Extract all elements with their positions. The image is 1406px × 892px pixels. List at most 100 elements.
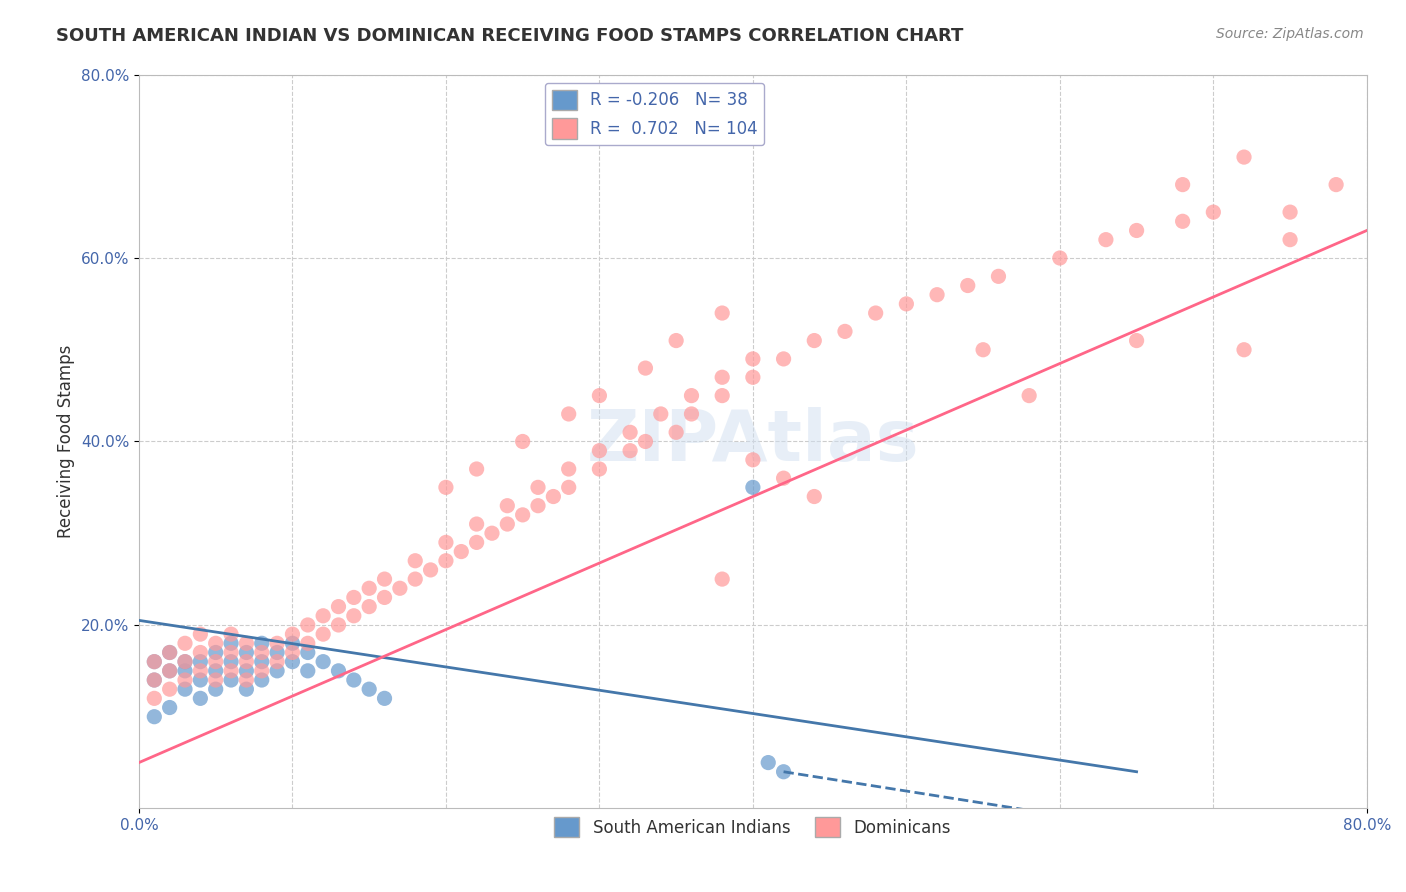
Point [434, 535, 457, 549]
Point [450, 544, 472, 558]
Point [434, 554, 457, 568]
Point [896, 297, 918, 311]
Point [741, 370, 763, 384]
Point [219, 645, 242, 659]
Point [359, 682, 381, 697]
Point [188, 664, 211, 678]
Point [143, 655, 166, 669]
Point [328, 618, 350, 632]
Point [1049, 251, 1071, 265]
Point [588, 389, 610, 403]
Point [711, 370, 734, 384]
Point [328, 664, 350, 678]
Point [297, 645, 319, 659]
Point [159, 682, 181, 697]
Point [219, 664, 242, 678]
Point [772, 764, 794, 779]
Point [174, 682, 197, 697]
Point [174, 673, 197, 687]
Point [619, 425, 641, 440]
Point [1125, 334, 1147, 348]
Point [235, 673, 257, 687]
Point [803, 334, 825, 348]
Point [250, 636, 273, 650]
Point [711, 572, 734, 586]
Point [204, 655, 226, 669]
Point [281, 655, 304, 669]
Point [250, 645, 273, 659]
Point [404, 572, 426, 586]
Point [343, 591, 366, 605]
Point [419, 563, 441, 577]
Point [235, 664, 257, 678]
Point [1279, 233, 1302, 247]
Point [266, 664, 288, 678]
Point [143, 691, 166, 706]
Point [281, 627, 304, 641]
Point [619, 443, 641, 458]
Point [650, 407, 672, 421]
Point [925, 287, 948, 301]
Point [434, 480, 457, 494]
Point [481, 526, 503, 541]
Point [1202, 205, 1225, 219]
Point [803, 490, 825, 504]
Point [1279, 205, 1302, 219]
Point [174, 664, 197, 678]
Point [527, 480, 550, 494]
Point [834, 325, 856, 339]
Point [557, 480, 579, 494]
Point [665, 334, 688, 348]
Point [741, 453, 763, 467]
Point [496, 516, 519, 531]
Point [512, 508, 534, 522]
Y-axis label: Receiving Food Stamps: Receiving Food Stamps [58, 345, 75, 538]
Point [772, 351, 794, 366]
Point [756, 756, 779, 770]
Point [1018, 389, 1040, 403]
Point [373, 591, 395, 605]
Text: Source: ZipAtlas.com: Source: ZipAtlas.com [1216, 27, 1364, 41]
Point [359, 581, 381, 595]
Point [219, 655, 242, 669]
Point [588, 462, 610, 476]
Point [343, 673, 366, 687]
Point [235, 636, 257, 650]
Point [343, 608, 366, 623]
Point [1125, 223, 1147, 237]
Point [235, 645, 257, 659]
Point [634, 361, 657, 376]
Point [557, 462, 579, 476]
Point [987, 269, 1010, 284]
Point [174, 636, 197, 650]
Point [204, 673, 226, 687]
Point [588, 443, 610, 458]
Text: SOUTH AMERICAN INDIAN VS DOMINICAN RECEIVING FOOD STAMPS CORRELATION CHART: SOUTH AMERICAN INDIAN VS DOMINICAN RECEI… [56, 27, 963, 45]
Point [174, 655, 197, 669]
Legend: South American Indians, Dominicans: South American Indians, Dominicans [548, 811, 957, 844]
Point [1324, 178, 1347, 192]
Point [281, 636, 304, 650]
Point [219, 673, 242, 687]
Point [496, 499, 519, 513]
Point [865, 306, 887, 320]
Point [281, 645, 304, 659]
Point [250, 655, 273, 669]
Point [681, 389, 703, 403]
Point [188, 627, 211, 641]
Point [266, 655, 288, 669]
Point [143, 655, 166, 669]
Point [174, 655, 197, 669]
Point [404, 554, 426, 568]
Point [250, 664, 273, 678]
Point [159, 645, 181, 659]
Point [250, 673, 273, 687]
Point [359, 599, 381, 614]
Point [512, 434, 534, 449]
Point [465, 516, 488, 531]
Point [204, 636, 226, 650]
Point [188, 655, 211, 669]
Point [772, 471, 794, 485]
Point [711, 306, 734, 320]
Point [188, 673, 211, 687]
